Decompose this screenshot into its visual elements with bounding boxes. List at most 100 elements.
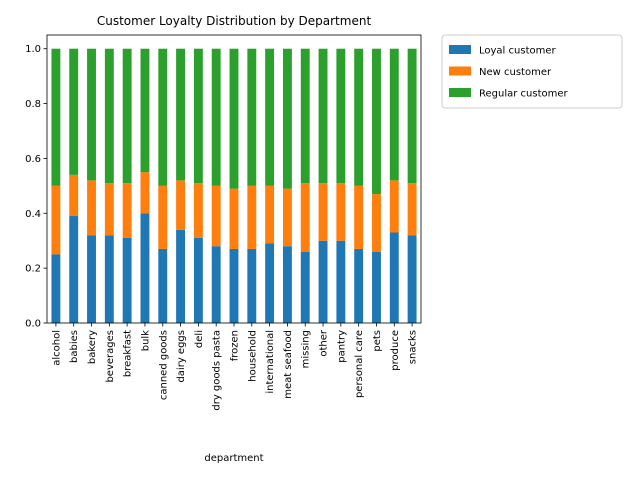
bar-segment-loyal-customer — [247, 248, 257, 323]
x-tick-label: pantry — [336, 330, 347, 363]
bar-segment-regular-customer — [300, 48, 310, 184]
legend-swatch-new-customer — [449, 66, 471, 76]
legend-label-loyal-customer: Loyal customer — [479, 46, 556, 57]
x-tick-label: canned goods — [158, 330, 169, 400]
bars-layer — [51, 48, 417, 323]
bar-segment-new-customer — [193, 183, 203, 238]
bar-segment-loyal-customer — [265, 243, 275, 323]
bar-segment-regular-customer — [176, 48, 186, 181]
bar-segment-regular-customer — [372, 48, 381, 195]
x-tick-label: household — [247, 330, 258, 382]
bar-segment-regular-customer — [229, 48, 239, 189]
legend: Loyal customer New customer Regular custom… — [441, 34, 623, 109]
axes-layer: 0.0 0.2 0.4 0.6 0.8 1.0 alcohol babies bakery bev… — [25, 34, 422, 411]
x-tick-label: dry goods pasta — [212, 330, 223, 411]
bar-segment-loyal-customer — [122, 237, 132, 323]
x-tick-label: missing — [301, 330, 312, 368]
x-tick-label: bakery — [87, 330, 98, 364]
y-tick-label: 0.6 — [25, 154, 41, 165]
x-tick-label: beverages — [105, 330, 116, 383]
bar-segment-new-customer — [372, 194, 381, 252]
bar-segment-new-customer — [389, 180, 399, 233]
legend-label-new-customer: New customer — [479, 67, 552, 78]
x-tick-label: deli — [194, 330, 205, 348]
x-tick-label: meat seafood — [283, 330, 294, 399]
x-tick-label: personal care — [354, 330, 365, 398]
x-tick-label: international — [265, 330, 276, 394]
bar-segment-loyal-customer — [229, 248, 239, 323]
bar-segment-new-customer — [104, 183, 114, 236]
bar-segment-new-customer — [176, 180, 186, 230]
bar-segment-regular-customer — [265, 48, 275, 186]
y-tick-label: 0.8 — [25, 99, 41, 110]
bar-segment-loyal-customer — [336, 240, 346, 323]
bar-segment-loyal-customer — [211, 246, 221, 323]
bar-segment-new-customer — [407, 183, 417, 236]
x-tick-label: babies — [69, 330, 80, 363]
bar-segment-loyal-customer — [389, 232, 399, 323]
bar-segment-loyal-customer — [87, 235, 96, 323]
bar-segment-new-customer — [122, 183, 132, 238]
bar-segment-new-customer — [318, 183, 328, 241]
bar-segment-new-customer — [229, 188, 239, 249]
bar-segment-loyal-customer — [300, 251, 310, 323]
x-tick-label: frozen — [230, 330, 241, 361]
bar-segment-loyal-customer — [69, 216, 79, 323]
x-tick-label: other — [319, 329, 330, 357]
bar-segment-regular-customer — [336, 48, 346, 184]
bar-segment-loyal-customer — [354, 248, 364, 323]
bar-segment-new-customer — [265, 185, 275, 244]
y-tick-label: 0.4 — [25, 209, 41, 220]
x-tick-label: breakfast — [123, 330, 134, 377]
bar-segment-new-customer — [300, 183, 310, 252]
bar-segment-loyal-customer — [104, 235, 114, 323]
legend-swatch-regular-customer — [449, 88, 471, 97]
bar-segment-regular-customer — [354, 48, 364, 186]
bar-segment-regular-customer — [318, 48, 328, 184]
bar-segment-regular-customer — [389, 48, 399, 181]
bar-segment-loyal-customer — [407, 235, 417, 323]
bar-segment-new-customer — [158, 185, 168, 249]
bar-segment-regular-customer — [407, 48, 417, 184]
bar-segment-loyal-customer — [372, 251, 381, 323]
bar-segment-new-customer — [211, 185, 221, 247]
bar-segment-regular-customer — [104, 48, 114, 184]
bar-segment-regular-customer — [51, 48, 61, 186]
y-tick-label: 1.0 — [25, 44, 41, 55]
bar-segment-loyal-customer — [158, 248, 168, 323]
bar-segment-regular-customer — [158, 48, 168, 186]
chart-title: Customer Loyalty Distribution by Departm… — [97, 14, 372, 28]
bar-segment-regular-customer — [122, 48, 132, 184]
bar-segment-regular-customer — [247, 48, 257, 186]
bar-segment-regular-customer — [211, 48, 221, 186]
bar-segment-new-customer — [282, 188, 292, 247]
bar-segment-loyal-customer — [193, 237, 203, 323]
bar-segment-loyal-customer — [318, 240, 328, 323]
x-axis-title: department — [204, 453, 263, 464]
bar-segment-regular-customer — [140, 48, 150, 173]
bar-segment-new-customer — [51, 185, 61, 255]
legend-label-regular-customer: Regular customer — [479, 89, 569, 100]
bar-segment-new-customer — [69, 174, 79, 217]
bar-segment-new-customer — [247, 185, 257, 249]
x-tick-label: snacks — [408, 330, 419, 364]
bar-segment-new-customer — [354, 185, 364, 249]
x-tick-label: alcohol — [51, 330, 62, 366]
bar-segment-new-customer — [87, 180, 96, 236]
bar-segment-new-customer — [336, 183, 346, 241]
bar-segment-new-customer — [140, 172, 150, 214]
y-tick-label: 0.0 — [25, 319, 41, 330]
legend-box — [441, 34, 623, 109]
bar-segment-regular-customer — [87, 48, 96, 181]
x-tick-label: pets — [372, 330, 383, 352]
bar-segment-loyal-customer — [140, 213, 150, 323]
bar-segment-regular-customer — [282, 48, 292, 189]
bar-segment-loyal-customer — [51, 254, 61, 323]
x-tick-label: dairy eggs — [176, 330, 187, 383]
bar-segment-regular-customer — [193, 48, 203, 184]
bar-segment-loyal-customer — [282, 246, 292, 323]
x-tick-label: produce — [390, 330, 401, 371]
legend-swatch-loyal-customer — [449, 45, 471, 54]
y-tick-label: 0.2 — [25, 264, 41, 275]
